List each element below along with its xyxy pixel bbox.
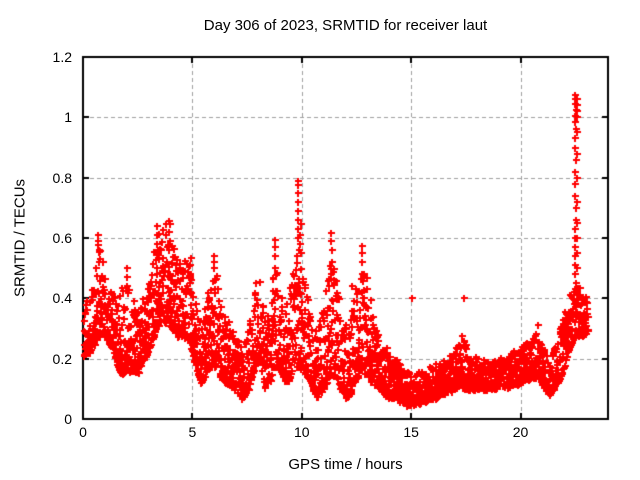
x-tick-label: 0 <box>79 424 87 440</box>
y-tick-label: 0 <box>64 411 72 427</box>
y-tick-label: 0.6 <box>52 230 72 246</box>
y-axis-label: SRMTID / TECUs <box>11 178 29 298</box>
x-tick-label: 10 <box>293 424 310 440</box>
y-tick-label: 1.2 <box>52 49 72 65</box>
y-tick-label: 0.2 <box>52 350 72 367</box>
y-tick-label: 0.4 <box>52 290 72 307</box>
x-tick-label: 15 <box>403 424 419 440</box>
y-tick-label: 1 <box>64 109 72 126</box>
y-tick-label: 0.8 <box>52 169 72 186</box>
x-tick-label: 5 <box>188 424 197 440</box>
x-axis-label: GPS time / hours <box>288 456 403 473</box>
x-tick-label: 20 <box>512 424 529 440</box>
chart-title: Day 306 of 2023, SRMTID for receiver lau… <box>203 17 488 34</box>
